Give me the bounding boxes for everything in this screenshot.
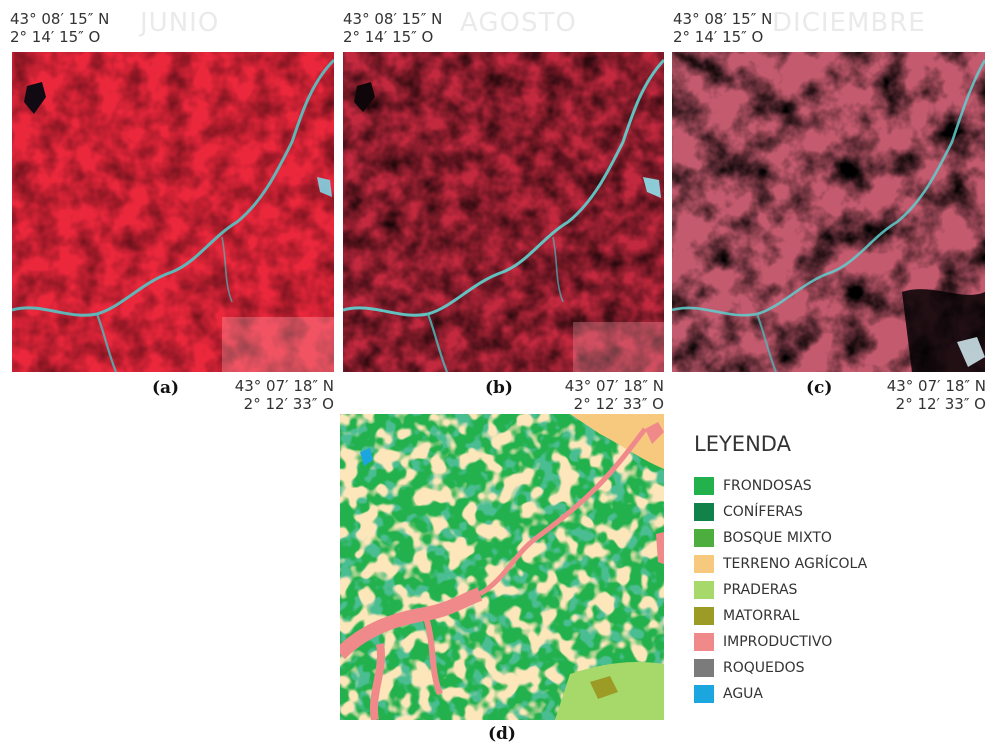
legend-item-matorral: MATORRAL <box>694 603 867 629</box>
coord-top-lon: 2° 14′ 15″ O <box>343 28 434 46</box>
satellite-image-august <box>343 52 664 372</box>
legend-label: BOSQUE MIXTO <box>723 530 832 546</box>
coord-bottom-lon: 2° 12′ 33″ O <box>243 395 334 413</box>
legend-title: LEYENDA <box>694 432 791 456</box>
legend-label: MATORRAL <box>723 608 800 624</box>
legend-item-agua: AGUA <box>694 681 867 707</box>
legend: FRONDOSAS CONÍFERAS BOSQUE MIXTO TERRENO… <box>694 473 867 707</box>
month-title-c: DICIEMBRE <box>772 8 926 38</box>
coord-top-lon: 2° 14′ 15″ O <box>673 28 764 46</box>
coord-bottom-b: 43° 07′ 18″ N 2° 12′ 33″ O <box>520 377 664 413</box>
legend-label: TERRENO AGRÍCOLA <box>723 556 868 572</box>
coord-top-lat: 43° 08′ 15″ N <box>10 10 110 28</box>
legend-label: PRADERAS <box>723 582 798 598</box>
legend-label: AGUA <box>723 686 764 702</box>
legend-label: ROQUEDOS <box>723 660 805 676</box>
legend-item-improductivo: IMPRODUCTIVO <box>694 629 867 655</box>
legend-swatch <box>694 581 714 599</box>
coord-bottom-c: 43° 07′ 18″ N 2° 12′ 33″ O <box>842 377 986 413</box>
legend-item-praderas: PRADERAS <box>694 577 867 603</box>
coord-bottom-lat: 43° 07′ 18″ N <box>234 377 334 395</box>
month-title-b: AGOSTO <box>460 8 577 38</box>
satellite-image-june <box>12 52 334 372</box>
panel-label-a: (a) <box>152 378 180 398</box>
legend-swatch <box>694 503 714 521</box>
coord-top-a: 43° 08′ 15″ N 2° 14′ 15″ O <box>10 10 109 46</box>
legend-label: CONÍFERAS <box>723 504 803 520</box>
panel-label-b: (b) <box>485 378 513 398</box>
coord-top-lat: 43° 08′ 15″ N <box>343 10 443 28</box>
coord-bottom-a: 43° 07′ 18″ N 2° 12′ 33″ O <box>190 377 334 413</box>
legend-swatch <box>694 555 714 573</box>
panel-label-d: (d) <box>488 724 516 744</box>
legend-swatch <box>694 529 714 547</box>
coord-bottom-lon: 2° 12′ 33″ O <box>573 395 664 413</box>
legend-swatch <box>694 685 714 703</box>
legend-item-frondosas: FRONDOSAS <box>694 473 867 499</box>
panel-label-c: (c) <box>806 378 833 398</box>
legend-item-coniferas: CONÍFERAS <box>694 499 867 525</box>
legend-swatch <box>694 607 714 625</box>
month-title-a: JUNIO <box>140 8 220 38</box>
coord-bottom-lat: 43° 07′ 18″ N <box>886 377 986 395</box>
legend-swatch <box>694 659 714 677</box>
satellite-image-december <box>672 52 985 372</box>
legend-label: IMPRODUCTIVO <box>723 634 833 650</box>
legend-item-bosque-mixto: BOSQUE MIXTO <box>694 525 867 551</box>
coord-top-lon: 2° 14′ 15″ O <box>10 28 101 46</box>
legend-item-roquedos: ROQUEDOS <box>694 655 867 681</box>
coord-bottom-lon: 2° 12′ 33″ O <box>895 395 986 413</box>
coord-top-b: 43° 08′ 15″ N 2° 14′ 15″ O <box>343 10 442 46</box>
land-cover-map <box>340 414 664 720</box>
legend-swatch <box>694 633 714 651</box>
legend-label: FRONDOSAS <box>723 478 812 494</box>
legend-item-terreno-agricola: TERRENO AGRÍCOLA <box>694 551 867 577</box>
coord-top-c: 43° 08′ 15″ N 2° 14′ 15″ O <box>673 10 772 46</box>
coord-bottom-lat: 43° 07′ 18″ N <box>564 377 664 395</box>
legend-swatch <box>694 477 714 495</box>
coord-top-lat: 43° 08′ 15″ N <box>673 10 773 28</box>
